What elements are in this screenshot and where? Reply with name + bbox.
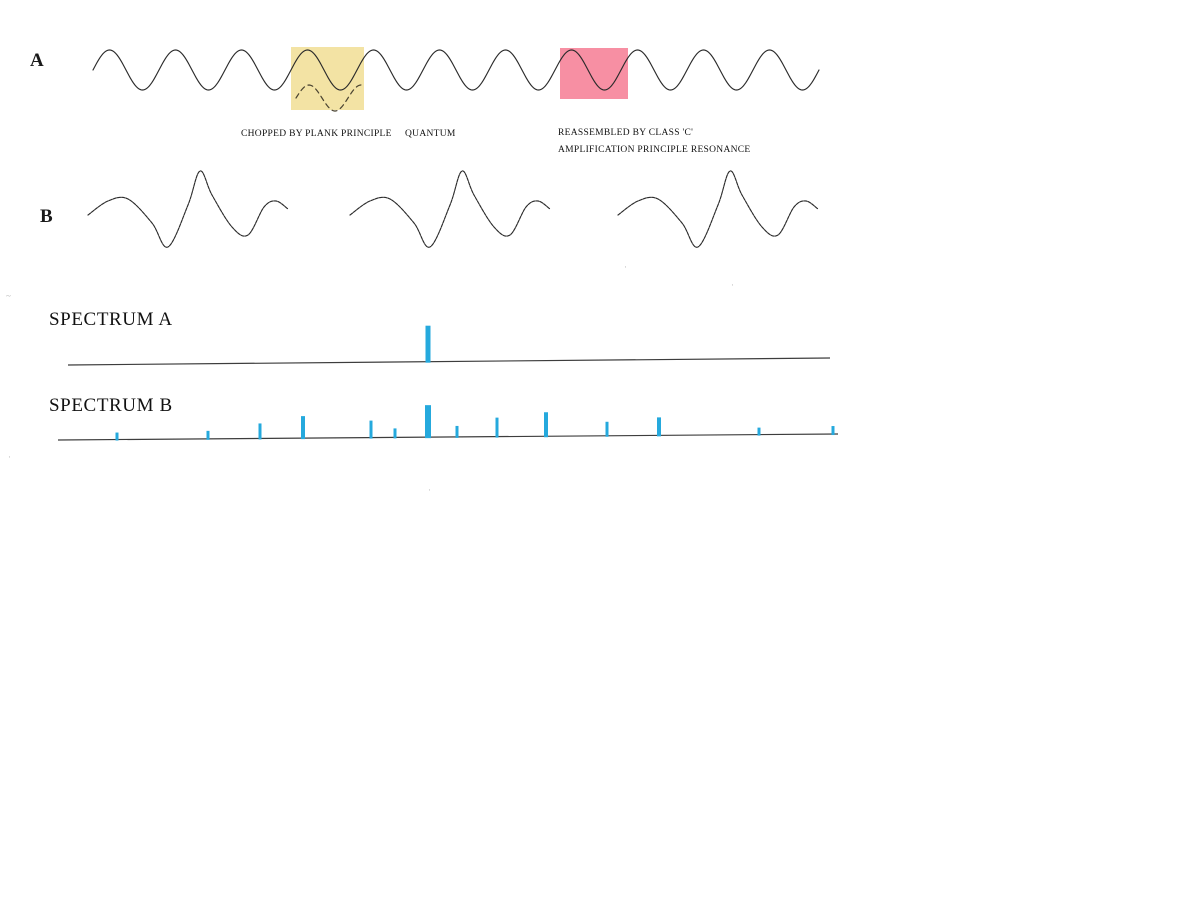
scan-artifact-2: · [8,452,11,462]
caption-reassembled-line1: REASSEMBLED BY CLASS 'C' [558,128,694,138]
caption-chopped-by-plank-principle: CHOPPED BY PLANK PRINCIPLE [241,129,392,139]
spectrum-a-chart [67,325,831,366]
waveform-b-chart [87,170,819,248]
spectrum-b-chart [57,405,839,441]
row-label-b: B [40,206,54,227]
waveform-b-packet-3 [617,170,819,248]
waveform-a-chart [92,49,820,112]
waveform-b-packet-2 [349,170,551,248]
scan-artifact-1: ~ [6,291,11,301]
scan-artifact-4: · [624,262,627,272]
caption-quantum: QUANTUM [405,129,456,139]
spectrum-a-title: SPECTRUM A [49,309,173,330]
caption-reassembled-line2: AMPLIFICATION PRINCIPLE RESONANCE [558,145,751,155]
waveform-b-packet-1 [87,170,289,248]
scan-artifact-5: · [731,280,734,290]
waveform-a-quantum-fragment [295,84,363,112]
spectrum-a-axis [67,357,831,366]
pink-highlight-box [560,48,628,99]
row-label-a: A [30,50,45,71]
spectrum-b-title: SPECTRUM B [49,395,173,416]
spectrum-b-peaks [115,405,835,441]
spectrum-b-axis [57,433,839,441]
scan-artifact-3: · [428,485,431,495]
waveform-a-path [92,49,820,91]
waveform-b-packets [87,170,819,248]
